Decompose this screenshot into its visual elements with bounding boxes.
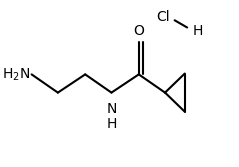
- Text: H: H: [106, 117, 117, 131]
- Text: H: H: [192, 24, 203, 38]
- Text: N: N: [106, 102, 117, 116]
- Text: Cl: Cl: [156, 10, 169, 24]
- Text: H$_2$N: H$_2$N: [2, 66, 31, 83]
- Text: O: O: [133, 24, 144, 38]
